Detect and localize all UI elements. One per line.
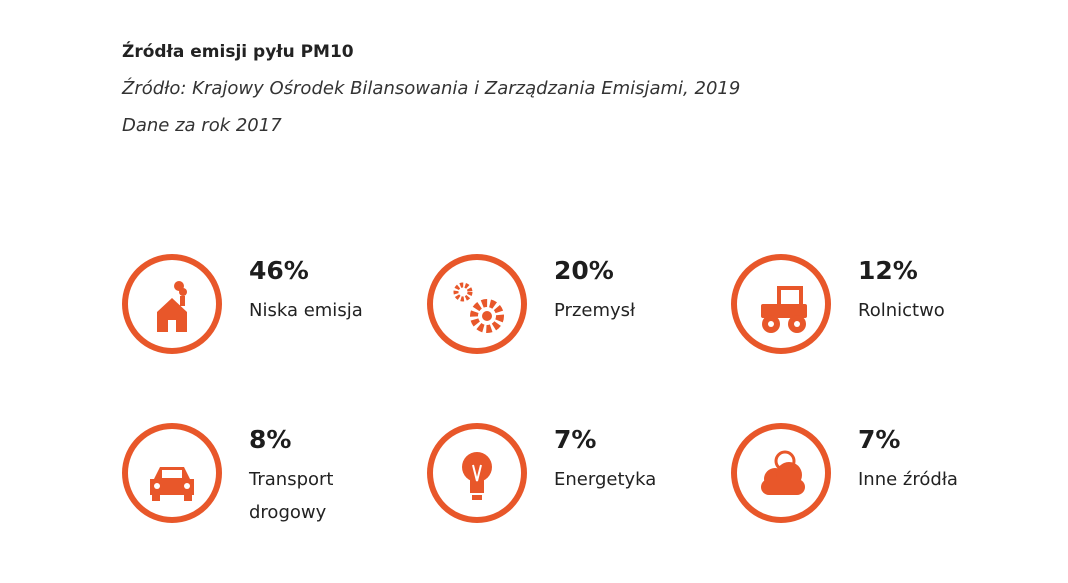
- stat-value: 7%: [554, 425, 597, 454]
- stat-item: 8% Transport drogowy: [122, 421, 422, 531]
- stat-label: Niska emisja: [249, 300, 363, 321]
- title: Źródła emisji pyłu PM10: [122, 42, 354, 62]
- stat-item: 46% Niska emisja: [122, 252, 422, 362]
- stat-label: Energetyka: [554, 469, 657, 490]
- stat-value: 20%: [554, 256, 614, 285]
- stat-item: 7% Inne źródła: [731, 421, 1031, 531]
- icon: [731, 423, 831, 523]
- stat-value: 12%: [858, 256, 918, 285]
- source: Źródło: Krajowy Ośrodek Bilansowania i Z…: [122, 78, 741, 99]
- icon: [427, 423, 527, 523]
- stat-value: 46%: [249, 256, 309, 285]
- stat-label: Inne źródła: [858, 469, 958, 490]
- stat-item: 20% Przemysł: [427, 252, 727, 362]
- icon: [122, 423, 222, 523]
- stat-item: 7% Energetyka: [427, 421, 727, 531]
- icon: [427, 254, 527, 354]
- note: Dane za rok 2017: [122, 115, 282, 136]
- stat-label: Rolnictwo: [858, 300, 945, 321]
- stat-label: Przemysł: [554, 300, 636, 321]
- stat-value: 8%: [249, 425, 292, 454]
- stat-value: 7%: [858, 425, 901, 454]
- icon: [122, 254, 222, 354]
- icon: [731, 254, 831, 354]
- stat-label: Transport drogowy: [249, 469, 334, 523]
- stat-item: 12% Rolnictwo: [731, 252, 1031, 362]
